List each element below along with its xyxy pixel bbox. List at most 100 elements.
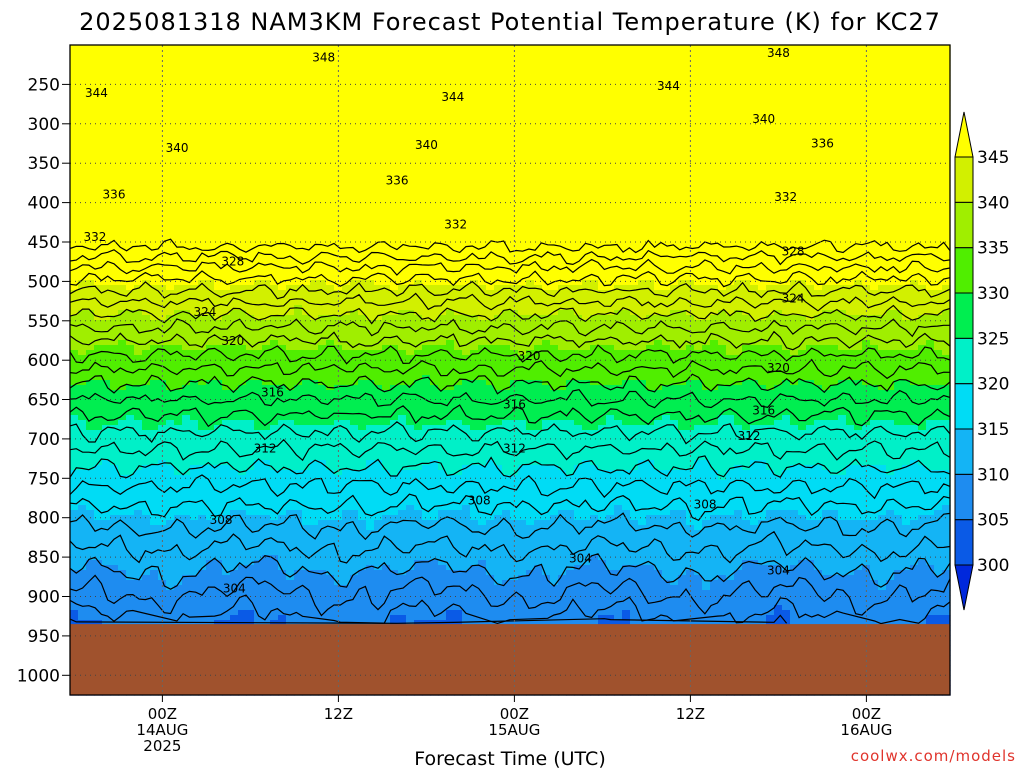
fill-cell	[206, 165, 215, 171]
fill-cell	[246, 80, 255, 86]
fill-cell	[134, 230, 143, 236]
fill-cell	[382, 80, 391, 86]
fill-cell	[838, 180, 847, 186]
fill-cell	[478, 165, 487, 171]
fill-cell	[230, 180, 239, 186]
fill-cell	[286, 80, 295, 86]
fill-cell	[854, 180, 863, 186]
fill-cell	[694, 135, 703, 141]
fill-cell	[382, 250, 391, 256]
fill-cell	[870, 155, 879, 161]
fill-cell	[734, 140, 743, 146]
fill-cell	[814, 160, 823, 166]
fill-cell	[494, 255, 503, 261]
fill-cell	[542, 45, 551, 51]
fill-cell	[630, 155, 639, 161]
fill-cell	[294, 45, 303, 51]
fill-cell	[614, 200, 623, 206]
fill-cell	[246, 110, 255, 116]
fill-cell	[302, 265, 311, 271]
fill-cell	[158, 55, 167, 61]
fill-cell	[614, 115, 623, 121]
fill-cell	[774, 130, 783, 136]
fill-cell	[598, 160, 607, 166]
fill-cell	[670, 195, 679, 201]
fill-cell	[854, 70, 863, 76]
fill-cell	[158, 150, 167, 156]
fill-cell	[478, 225, 487, 231]
fill-cell	[382, 245, 391, 251]
fill-cell	[110, 135, 119, 141]
fill-cell	[222, 85, 231, 91]
fill-cell	[126, 215, 135, 221]
fill-cell	[854, 80, 863, 86]
fill-cell	[126, 205, 135, 211]
fill-cell	[430, 45, 439, 51]
fill-cell	[406, 165, 415, 171]
fill-cell	[134, 160, 143, 166]
fill-cell	[142, 130, 151, 136]
fill-cell	[190, 150, 199, 156]
fill-cell	[350, 90, 359, 96]
fill-cell	[110, 120, 119, 126]
fill-cell	[574, 50, 583, 56]
fill-cell	[758, 250, 767, 256]
fill-cell	[102, 65, 111, 71]
fill-cell	[790, 130, 799, 136]
fill-cell	[902, 190, 911, 196]
fill-cell	[742, 145, 751, 151]
fill-cell	[630, 190, 639, 196]
fill-cell	[182, 50, 191, 56]
fill-cell	[638, 90, 647, 96]
fill-cell	[710, 205, 719, 211]
fill-cell	[750, 115, 759, 121]
fill-cell	[270, 240, 279, 246]
fill-cell	[830, 95, 839, 101]
fill-cell	[566, 210, 575, 216]
fill-cell	[310, 180, 319, 186]
fill-cell	[150, 235, 159, 241]
fill-cell	[150, 240, 159, 246]
fill-cell	[286, 95, 295, 101]
fill-cell	[854, 110, 863, 116]
fill-cell	[878, 145, 887, 151]
fill-cell	[494, 115, 503, 121]
fill-cell	[278, 125, 287, 131]
fill-cell	[686, 50, 695, 56]
fill-cell	[694, 75, 703, 81]
fill-cell	[654, 105, 663, 111]
fill-cell	[278, 260, 287, 266]
fill-cell	[870, 170, 879, 176]
fill-cell	[606, 255, 615, 261]
fill-cell	[782, 95, 791, 101]
fill-cell	[78, 60, 87, 66]
fill-cell	[502, 245, 511, 251]
fill-cell	[830, 225, 839, 231]
fill-cell	[70, 130, 79, 136]
fill-cell	[406, 55, 415, 61]
fill-cell	[838, 85, 847, 91]
fill-cell	[590, 195, 599, 201]
fill-cell	[262, 105, 271, 111]
fill-cell	[406, 70, 415, 76]
fill-cell	[886, 170, 895, 176]
fill-cell	[742, 135, 751, 141]
fill-cell	[822, 185, 831, 191]
fill-cell	[454, 65, 463, 71]
fill-cell	[206, 145, 215, 151]
fill-cell	[302, 245, 311, 251]
fill-cell	[702, 155, 711, 161]
fill-cell	[902, 130, 911, 136]
fill-cell	[902, 120, 911, 126]
fill-cell	[758, 220, 767, 226]
fill-cell	[622, 110, 631, 116]
fill-cell	[446, 70, 455, 76]
fill-cell	[310, 215, 319, 221]
fill-cell	[478, 155, 487, 161]
fill-cell	[470, 260, 479, 266]
fill-cell	[886, 180, 895, 186]
fill-cell	[422, 250, 431, 256]
fill-cell	[510, 195, 519, 201]
fill-cell	[454, 240, 463, 246]
fill-cell	[190, 105, 199, 111]
